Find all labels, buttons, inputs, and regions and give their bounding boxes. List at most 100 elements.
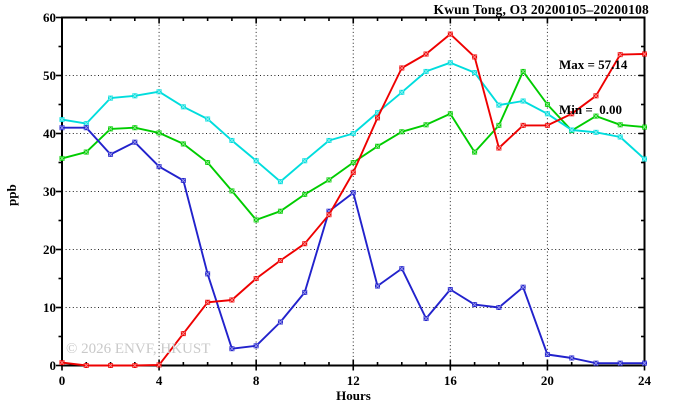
marker-x-glyph — [278, 319, 283, 325]
marker-x-glyph — [108, 363, 113, 368]
marker-x-glyph — [399, 266, 405, 271]
marker-x-glyph — [59, 125, 65, 131]
marker-x-glyph — [229, 346, 235, 351]
marker-x-glyph — [569, 127, 575, 133]
y-tick-label: 50 — [43, 68, 56, 83]
marker-x-glyph — [350, 170, 356, 175]
marker-x-glyph — [59, 360, 65, 365]
marker-x-glyph — [593, 93, 599, 99]
marker-x-glyph — [326, 138, 332, 143]
series-green-markers — [59, 68, 647, 223]
marker-x-glyph — [229, 188, 235, 194]
marker-x-glyph — [132, 363, 138, 368]
marker-x-glyph — [617, 122, 623, 128]
marker-x-glyph — [302, 241, 308, 247]
watermark: © 2026 ENVF, HKUST — [66, 341, 211, 357]
marker-x-glyph — [156, 130, 162, 136]
marker-x-glyph — [83, 363, 89, 368]
y-tick-label: 40 — [43, 126, 56, 141]
marker-x-glyph — [375, 143, 380, 149]
marker-x-glyph — [472, 149, 477, 155]
series-cyan-markers — [59, 60, 647, 185]
marker-x-glyph — [83, 121, 89, 126]
marker-x-glyph — [423, 69, 429, 74]
marker-x-glyph — [181, 178, 186, 183]
marker-x-glyph — [399, 90, 405, 95]
marker-x-glyph — [181, 141, 186, 147]
marker-x-glyph — [472, 54, 477, 60]
marker-x-glyph — [617, 360, 623, 366]
marker-x-glyph — [205, 271, 210, 277]
marker-x-glyph — [302, 290, 308, 295]
marker-x-glyph — [472, 302, 477, 307]
marker-x-glyph — [593, 360, 599, 366]
marker-x-glyph — [496, 102, 502, 108]
marker-x-glyph — [278, 208, 283, 214]
marker-x-glyph — [350, 131, 356, 136]
marker-x-glyph — [253, 276, 259, 281]
x-tick-label: 16 — [444, 373, 458, 388]
marker-x-glyph — [642, 51, 647, 57]
marker-x-glyph — [472, 70, 477, 75]
marker-x-glyph — [205, 160, 210, 165]
marker-x-glyph — [375, 283, 380, 289]
y-tick-label: 20 — [43, 242, 56, 257]
marker-x-glyph — [423, 51, 429, 57]
marker-x-glyph — [617, 134, 623, 140]
stats-annotation: Max = 57.14 Min = 0.00 — [559, 27, 627, 147]
chart-title: Kwun Tong, O3 20200105–20200108 — [433, 2, 649, 17]
y-tick-label: 10 — [43, 300, 56, 315]
marker-x-glyph — [520, 284, 526, 290]
x-tick-label: 12 — [347, 373, 360, 388]
marker-x-glyph — [83, 149, 89, 155]
marker-x-glyph — [156, 362, 162, 368]
marker-x-glyph — [205, 116, 210, 122]
series-red-markers — [59, 31, 647, 368]
marker-x-glyph — [520, 69, 526, 74]
x-tick-label: 0 — [59, 373, 66, 388]
marker-x-glyph — [545, 123, 550, 128]
marker-x-glyph — [423, 122, 429, 128]
marker-x-glyph — [205, 299, 210, 305]
min-value-label: Min = 0.00 — [559, 102, 623, 117]
marker-x-glyph — [496, 305, 502, 310]
marker-x-glyph — [229, 297, 235, 303]
marker-x-glyph — [448, 60, 453, 66]
marker-x-glyph — [132, 125, 138, 131]
marker-x-glyph — [108, 126, 113, 132]
marker-x-glyph — [278, 258, 283, 263]
series-blue-markers — [59, 125, 647, 366]
x-tick-label: 4 — [156, 373, 163, 388]
marker-x-glyph — [545, 102, 550, 107]
marker-x-glyph — [617, 52, 623, 57]
marker-x-glyph — [569, 355, 575, 361]
marker-x-glyph — [302, 192, 308, 197]
marker-x-glyph — [448, 287, 453, 292]
marker-x-glyph — [520, 98, 526, 104]
marker-x-glyph — [350, 190, 356, 195]
marker-x-glyph — [253, 343, 259, 349]
marker-x-glyph — [108, 152, 113, 157]
marker-x-glyph — [326, 212, 332, 218]
marker-x-glyph — [350, 160, 356, 165]
marker-x-glyph — [156, 164, 162, 169]
marker-x-glyph — [545, 111, 550, 117]
marker-x-glyph — [156, 89, 162, 95]
marker-x-glyph — [108, 95, 113, 101]
y-tick-label: 0 — [50, 358, 57, 373]
x-tick-label: 20 — [541, 373, 554, 388]
marker-x-glyph — [642, 360, 647, 366]
marker-x-glyph — [253, 158, 259, 164]
marker-x-glyph — [423, 316, 429, 321]
marker-x-glyph — [59, 156, 65, 161]
x-tick-label: 24 — [638, 373, 652, 388]
marker-x-glyph — [83, 125, 89, 131]
marker-x-glyph — [593, 113, 599, 119]
marker-x-glyph — [302, 158, 308, 164]
marker-x-glyph — [399, 129, 405, 135]
marker-x-glyph — [326, 177, 332, 183]
marker-x-glyph — [593, 130, 599, 135]
marker-x-glyph — [496, 145, 502, 151]
y-axis-title: ppb — [4, 184, 19, 206]
